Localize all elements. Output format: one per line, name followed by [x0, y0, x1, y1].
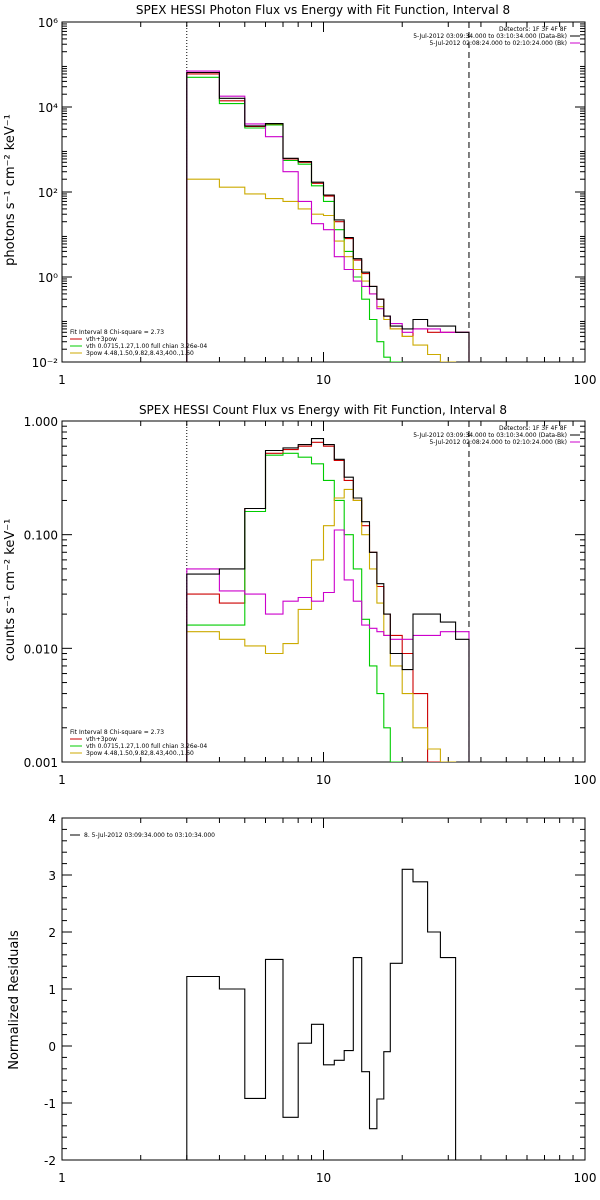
y-tick-label: 10⁻²: [32, 356, 59, 370]
count-flux-ylabel: counts s⁻¹ cm⁻² keV⁻¹: [3, 519, 18, 662]
x-tick-label: 100: [574, 373, 597, 387]
legend-top-right-text: Detectors: 1F 3F 4F 8F: [499, 425, 568, 432]
residuals-panel: Normalized Residuals 1 10 100 -2 -1 0 1 2 3 4 8. 5…: [7, 812, 596, 1185]
legend-bottom-left-text: Fit Interval 8 Chi-square = 2.73: [70, 729, 164, 736]
y-tick-label: 1.000: [24, 415, 58, 429]
legend-bottom-left-text: vth 0.0715,1.27,1.00 full chian 3.26e-04: [86, 343, 207, 350]
series-line-3pow: [186, 488, 457, 762]
legend-bottom-left-text: Fit Interval 8 Chi-square = 2.73: [70, 329, 164, 336]
photon-flux-title: SPEX HESSI Photon Flux vs Energy with Fi…: [136, 3, 510, 17]
legend-bottom-left-text: vth 0.0715,1.27,1.00 full chian 3.26e-04: [86, 743, 207, 750]
series-line-residuals: [186, 868, 457, 1160]
legend-bottom-left-text: 3pow 4.48,1.50,9.82,8.43,400.,1.60: [86, 750, 194, 757]
y-tick-label: 0.001: [24, 756, 58, 770]
y-tick-label: 1: [48, 983, 56, 997]
legend-bottom-left-text: vth+3pow: [86, 736, 117, 743]
photon-flux-ylabel: photons s⁻¹ cm⁻² keV⁻¹: [3, 114, 18, 266]
plot-frame: [61, 817, 586, 1161]
x-tick-label: 1: [58, 373, 66, 387]
x-tick-label: 100: [574, 773, 597, 787]
y-tick-label: 3: [48, 869, 56, 883]
x-tick-label: 1: [58, 773, 66, 787]
legend-top-right-text: Detectors: 1F 3F 4F 8F: [499, 26, 568, 33]
legend-bottom-left-text: vth+3pow: [86, 336, 117, 343]
y-tick-label: 0.100: [24, 529, 58, 543]
photon-flux-panel: SPEX HESSI Photon Flux vs Energy with Fi…: [3, 3, 596, 387]
series-line-vth-3pow: [186, 441, 441, 762]
series-line-3pow: [186, 178, 457, 362]
x-tick-label: 100: [574, 1171, 597, 1185]
y-tick-label: -2: [44, 1154, 56, 1168]
count-flux-title: SPEX HESSI Count Flux vs Energy with Fit…: [139, 403, 507, 417]
series-line-vth: [186, 452, 403, 762]
series-line-data-bk: [186, 438, 470, 762]
y-tick-label: -1: [44, 1097, 56, 1111]
series-line-bk: [186, 70, 470, 362]
legend-top-right-text: 5-Jul-2012 02:08:24.000 to 02:10:24.000 …: [429, 40, 567, 47]
x-tick-label: 1: [58, 1171, 66, 1185]
y-tick-label: 2: [48, 926, 56, 940]
legend-bottom-left-text: 3pow 4.48,1.50,9.82,8.43,400.,1.60: [86, 350, 194, 357]
x-tick-label: 10: [316, 773, 331, 787]
x-tick-label: 10: [316, 1171, 331, 1185]
y-tick-label: 10⁰: [38, 271, 58, 285]
residuals-ylabel: Normalized Residuals: [7, 930, 22, 1070]
y-tick-label: 10²: [38, 186, 58, 200]
series-line-vth-3pow: [186, 73, 470, 362]
count-flux-panel: SPEX HESSI Count Flux vs Energy with Fit…: [3, 403, 596, 787]
legend-top-right-text: 5-Jul-2012 03:09:34.000 to 03:10:34.000 …: [413, 432, 567, 439]
y-tick-label: 0: [48, 1040, 56, 1054]
series-line-bk: [186, 529, 470, 762]
legend-top-right-text: 5-Jul-2012 02:08:24.000 to 02:10:24.000 …: [429, 439, 567, 446]
y-tick-label: 10⁴: [38, 101, 58, 115]
y-tick-label: 10⁶: [38, 16, 58, 30]
legend-top-left-text: 8. 5-Jul-2012 03:09:34.000 to 03:10:34.0…: [84, 832, 215, 839]
legend-top-right-text: 5-Jul-2012 03:09:34.000 to 03:10:34.000 …: [413, 33, 567, 40]
x-tick-label: 10: [316, 373, 331, 387]
series-line-vth: [186, 76, 403, 362]
y-tick-label: 0.010: [24, 642, 58, 656]
y-tick-label: 4: [48, 812, 56, 826]
series-line-data-bk: [186, 71, 470, 362]
